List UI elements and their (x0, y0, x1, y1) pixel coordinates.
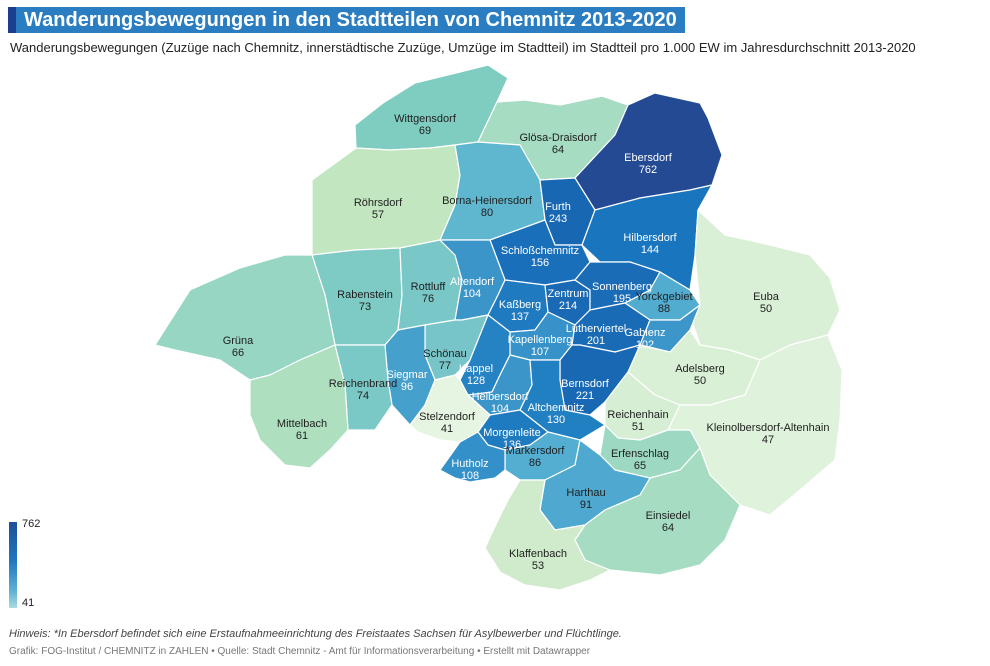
district-name-label: Markersdorf (506, 445, 566, 457)
district-name-label: Kappel (459, 363, 493, 375)
district-value-label: 50 (694, 375, 706, 387)
district-value-label: 762 (639, 164, 657, 176)
district-name-label: Klaffenbach (509, 548, 567, 560)
district-value-label: 96 (401, 381, 413, 393)
district-value-label: 137 (511, 311, 529, 323)
district-value-label: 136 (503, 439, 521, 451)
footnote: Hinweis: *In Ebersdorf befindet sich ein… (9, 628, 622, 640)
district-value-label: 69 (419, 125, 431, 137)
district-value-label: 47 (762, 434, 774, 446)
district-name-label: Sonnenberg (592, 281, 652, 293)
district-value-label: 77 (439, 360, 451, 372)
district-name-label: Harthau (566, 487, 605, 499)
district-name-label: Gablenz (625, 327, 666, 339)
district-value-label: 74 (357, 390, 369, 402)
district-name-label: Stelzendorf (419, 411, 476, 423)
district-name-label: Wittgensdorf (394, 113, 457, 125)
district-value-label: 156 (531, 257, 549, 269)
district-value-label: 107 (531, 346, 549, 358)
district-value-label: 61 (296, 430, 308, 442)
district-name-label: Kapellenberg (508, 334, 573, 346)
chart-subtitle: Wanderungsbewegungen (Zuzüge nach Chemni… (10, 40, 916, 55)
district-value-label: 65 (634, 460, 646, 472)
district-name-label: Grüna (223, 335, 254, 347)
district-name-label: Schönau (423, 348, 466, 360)
district-value-label: 214 (559, 300, 577, 312)
legend-color-scale (9, 522, 17, 608)
district-value-label: 108 (461, 470, 479, 482)
district-value-label: 195 (613, 293, 631, 305)
district-value-label: 128 (467, 375, 485, 387)
district-value-label: 102 (636, 339, 654, 351)
district-name-label: Altchemnitz (528, 402, 585, 414)
district-value-label: 104 (463, 288, 481, 300)
district-value-label: 91 (580, 499, 592, 511)
title-block: Wanderungsbewegungen in den Stadtteilen … (8, 7, 685, 33)
district-name-label: Siegmar (387, 369, 428, 381)
district-value-label: 104 (491, 403, 509, 415)
district-name-label: Euba (753, 291, 780, 303)
district-value-label: 221 (576, 390, 594, 402)
district-name-label: Bernsdorf (561, 378, 610, 390)
district-name-label: Lutherviertel (566, 323, 627, 335)
district-value-label: 66 (232, 347, 244, 359)
district-name-label: Furth (545, 201, 571, 213)
district-value-label: 57 (372, 209, 384, 221)
district-value-label: 130 (547, 414, 565, 426)
district-stelzendorf[interactable] (409, 374, 491, 443)
district-name-label: Yorckgebiet (635, 291, 692, 303)
district-value-label: 243 (549, 213, 567, 225)
district-klaffenbach[interactable] (484, 479, 611, 591)
district-value-label: 144 (641, 244, 659, 256)
title-accent (8, 7, 16, 33)
district-value-label: 201 (587, 335, 605, 347)
source-credit: Grafik: FOG-Institut / CHEMNITZ in ZAHLE… (9, 646, 591, 657)
district-name-label: Einsiedel (646, 510, 691, 522)
district-value-label: 41 (441, 423, 453, 435)
chart-title: Wanderungsbewegungen in den Stadtteilen … (16, 7, 685, 33)
district-value-label: 86 (529, 457, 541, 469)
district-name-label: Borna-Heinersdorf (442, 195, 533, 207)
district-name-label: Helbersdorf (472, 391, 530, 403)
district-value-label: 88 (658, 303, 670, 315)
district-value-label: 53 (532, 560, 544, 572)
district-hilbersdorf[interactable] (581, 184, 713, 291)
legend-min-label: 41 (22, 597, 35, 609)
district-name-label: Rottluff (411, 281, 447, 293)
district-name-label: Kleinolbersdorf-Altenhain (707, 422, 830, 434)
district-value-label: 64 (552, 144, 564, 156)
district-mittelbach[interactable] (249, 344, 349, 469)
district-name-label: Adelsberg (675, 363, 725, 375)
district-value-label: 64 (662, 522, 674, 534)
district-name-label: Hutholz (451, 458, 488, 470)
district-name-label: Zentrum (548, 288, 589, 300)
district-name-label: Morgenleite (483, 427, 540, 439)
district-name-label: Reichenbrand (329, 378, 398, 390)
district-name-label: Rabenstein (337, 289, 393, 301)
district-value-label: 80 (481, 207, 493, 219)
district-name-label: Schloßchemnitz (501, 245, 579, 257)
legend-max-label: 762 (22, 518, 41, 530)
district-value-label: 76 (422, 293, 434, 305)
district-name-label: Röhrsdorf (354, 197, 403, 209)
district-name-label: Hilbersdorf (623, 232, 677, 244)
district-name-label: Glösa-Draisdorf (519, 132, 597, 144)
district-name-label: Erfenschlag (611, 448, 669, 460)
district-value-label: 73 (359, 301, 371, 313)
district-name-label: Ebersdorf (624, 152, 673, 164)
district-name-label: Altendorf (450, 276, 495, 288)
district-hutholz[interactable] (439, 431, 506, 483)
district-value-label: 50 (760, 303, 772, 315)
district-name-label: Kaßberg (499, 299, 541, 311)
district-value-label: 51 (632, 421, 644, 433)
district-name-label: Reichenhain (607, 409, 668, 421)
district-map: Wittgensdorf69Glösa-Draisdorf64Ebersdorf… (154, 64, 843, 591)
district-name-label: Mittelbach (277, 418, 327, 430)
